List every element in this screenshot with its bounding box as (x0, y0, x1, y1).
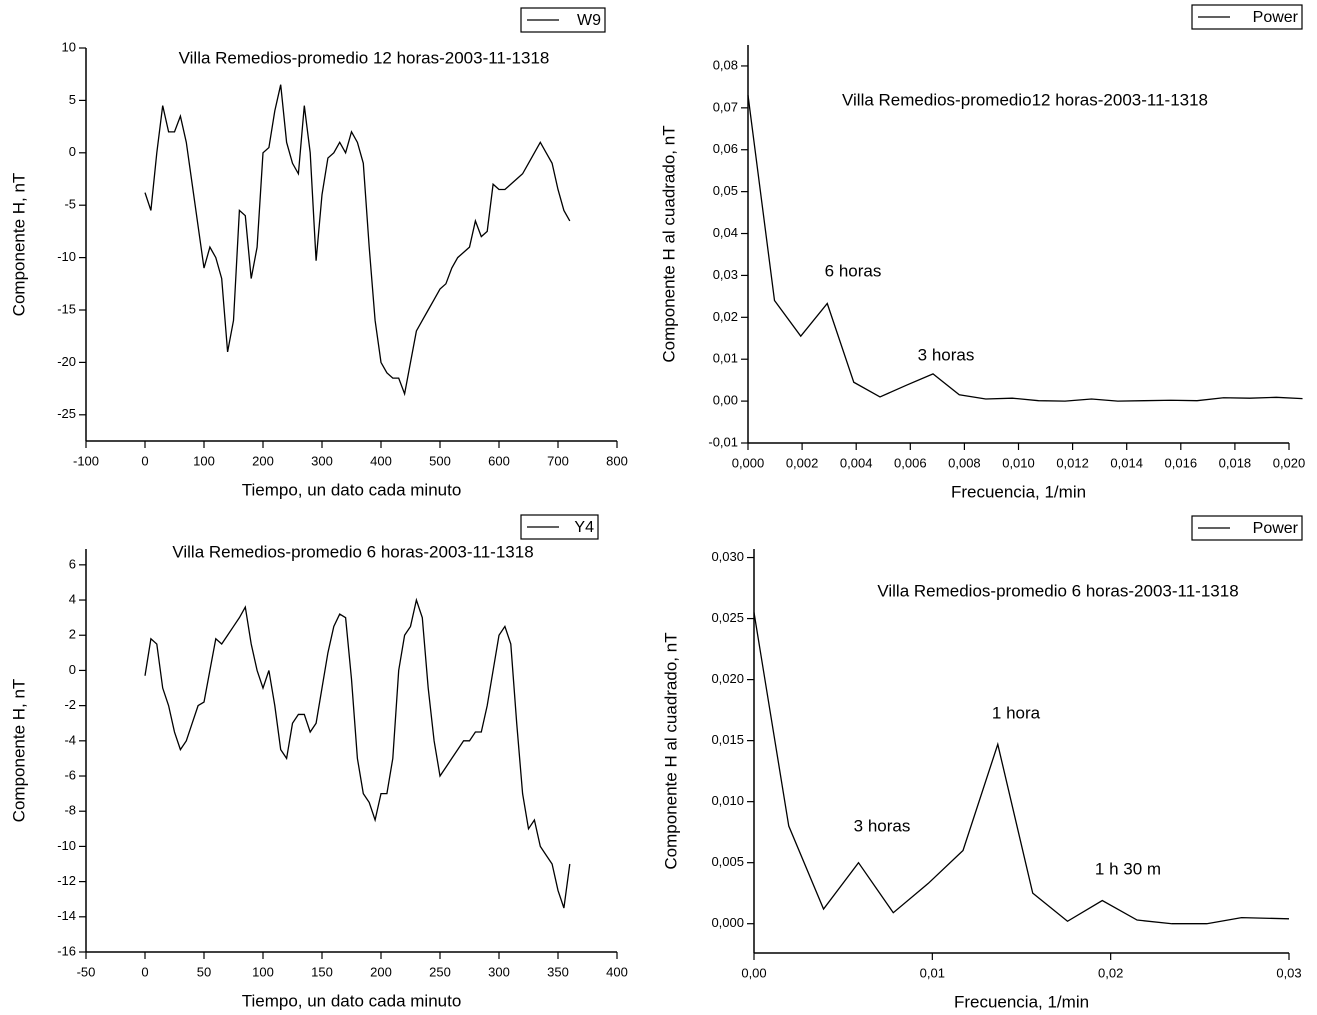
x-tick-label: 250 (429, 964, 451, 979)
y-tick-label: -2 (64, 697, 76, 712)
y-tick-label: -6 (64, 767, 76, 782)
x-tick-label: 700 (547, 453, 569, 468)
y-tick-label: 10 (62, 39, 76, 54)
y-tick-label: 0 (69, 144, 76, 159)
x-tick-label: 500 (429, 453, 451, 468)
y-tick-label: 0,07 (713, 99, 738, 114)
data-line (144, 84, 571, 397)
x-tick-label: 300 (311, 453, 333, 468)
y-tick-label: 0,020 (711, 671, 744, 686)
y-tick-label: 0,030 (711, 549, 744, 564)
y-tick-label: -4 (64, 732, 76, 747)
x-tick-label: 0,020 (1273, 455, 1306, 470)
y-tick-label: 0,015 (711, 732, 744, 747)
x-tick-label: 50 (197, 964, 211, 979)
y-axis-label: Componente H al cuadrado, nT (659, 125, 678, 362)
chart-title: Villa Remedios-promedio 6 horas-2003-11-… (877, 581, 1238, 600)
x-axis-label: Tiempo, un dato cada minuto (242, 991, 462, 1010)
y-tick-label: -25 (57, 406, 76, 421)
x-tick-label: 400 (370, 453, 392, 468)
x-tick-label: 0,010 (1002, 455, 1035, 470)
data-line (753, 612, 1290, 925)
x-tick-label: 0,016 (1165, 455, 1198, 470)
y-tick-label: 0,00 (713, 393, 738, 408)
y-tick-label: -10 (57, 838, 76, 853)
y-tick-label: 0,025 (711, 610, 744, 625)
y-tick-label: -15 (57, 301, 76, 316)
x-axis-label: Tiempo, un dato cada minuto (242, 480, 462, 499)
legend-label: Power (1253, 520, 1299, 537)
x-tick-label: 200 (252, 453, 274, 468)
x-axis-label: Frecuencia, 1/min (954, 992, 1089, 1011)
x-tick-label: 300 (488, 964, 510, 979)
chart-title: Villa Remedios-promedio12 horas-2003-11-… (842, 90, 1208, 109)
y-tick-label: 0,03 (713, 267, 738, 282)
x-tick-label: 0,018 (1219, 455, 1252, 470)
x-tick-label: 0,02 (1098, 965, 1123, 980)
x-tick-label: 200 (370, 964, 392, 979)
legend-box (1191, 4, 1303, 30)
x-tick-label: 800 (606, 453, 628, 468)
y-tick-label: 6 (69, 556, 76, 571)
y-tick-label: -12 (57, 873, 76, 888)
y-tick-label: 0,010 (711, 793, 744, 808)
y-tick-label: 0,08 (713, 57, 738, 72)
y-tick-label: 0,01 (713, 351, 738, 366)
y-tick-label: -10 (57, 249, 76, 264)
x-tick-label: 0,014 (1110, 455, 1143, 470)
legend-label: Y4 (574, 519, 594, 536)
y-tick-label: -8 (64, 803, 76, 818)
data-line (144, 597, 571, 909)
x-tick-label: 600 (488, 453, 510, 468)
y-tick-label: -5 (64, 197, 76, 212)
y-tick-label: -14 (57, 908, 76, 923)
x-tick-label: 100 (193, 453, 215, 468)
annotation: 3 horas (854, 816, 911, 835)
y-axis-label: Componente H, nT (9, 679, 28, 823)
y-tick-label: -16 (57, 943, 76, 958)
x-tick-label: 0,03 (1276, 965, 1301, 980)
y-tick-label: -0,01 (708, 434, 738, 449)
legend-label: Power (1253, 9, 1299, 26)
y-tick-label: 4 (69, 591, 76, 606)
x-tick-label: 0,01 (920, 965, 945, 980)
y-axis-label: Componente H al cuadrado, nT (661, 632, 680, 869)
x-tick-label: 0,002 (786, 455, 819, 470)
annotation: 1 hora (992, 703, 1041, 722)
y-tick-label: 0,02 (713, 309, 738, 324)
x-tick-label: 0 (141, 453, 148, 468)
x-tick-label: 100 (252, 964, 274, 979)
x-tick-label: 0,00 (741, 965, 766, 980)
chart-title: Villa Remedios-promedio 12 horas-2003-11… (179, 48, 550, 67)
x-tick-label: -100 (73, 453, 99, 468)
x-tick-label: 400 (606, 964, 628, 979)
chart-title: Villa Remedios-promedio 6 horas-2003-11-… (172, 542, 533, 561)
annotation: 1 h 30 m (1095, 859, 1161, 878)
x-tick-label: 0 (141, 964, 148, 979)
x-tick-label: 0,004 (840, 455, 873, 470)
y-tick-label: 0,04 (713, 225, 738, 240)
x-tick-label: -50 (77, 964, 96, 979)
y-tick-label: 0,005 (711, 854, 744, 869)
y-tick-label: 0,06 (713, 141, 738, 156)
y-tick-label: 0,000 (711, 915, 744, 930)
annotation: 3 horas (918, 345, 975, 364)
x-tick-label: 0,008 (948, 455, 981, 470)
x-tick-label: 0,000 (732, 455, 765, 470)
y-tick-label: 0 (69, 662, 76, 677)
x-tick-label: 350 (547, 964, 569, 979)
x-axis-label: Frecuencia, 1/min (951, 482, 1086, 501)
legend-label: W9 (577, 12, 601, 29)
data-line (747, 95, 1303, 402)
annotation: 6 horas (825, 261, 882, 280)
y-axis-label: Componente H, nT (9, 173, 28, 317)
x-tick-label: 150 (311, 964, 333, 979)
x-tick-label: 0,012 (1056, 455, 1089, 470)
y-tick-label: 5 (69, 92, 76, 107)
y-tick-label: 2 (69, 627, 76, 642)
y-tick-label: -20 (57, 354, 76, 369)
y-tick-label: 0,05 (713, 183, 738, 198)
x-tick-label: 0,006 (894, 455, 927, 470)
